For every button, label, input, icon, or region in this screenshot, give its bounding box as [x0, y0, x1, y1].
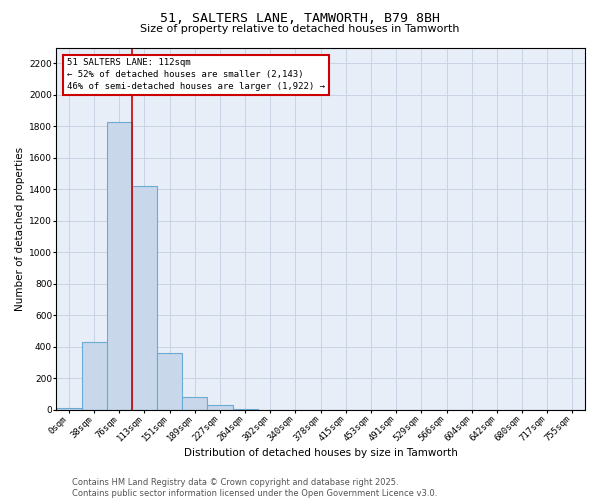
X-axis label: Distribution of detached houses by size in Tamworth: Distribution of detached houses by size …	[184, 448, 458, 458]
Text: 51 SALTERS LANE: 112sqm
← 52% of detached houses are smaller (2,143)
46% of semi: 51 SALTERS LANE: 112sqm ← 52% of detache…	[67, 58, 325, 91]
Bar	[157, 354, 182, 410]
Text: Size of property relative to detached houses in Tamworth: Size of property relative to detached ho…	[140, 24, 460, 34]
Bar	[82, 342, 107, 410]
Bar	[233, 409, 258, 410]
Bar	[107, 122, 132, 410]
Bar	[208, 406, 233, 410]
Text: 51, SALTERS LANE, TAMWORTH, B79 8BH: 51, SALTERS LANE, TAMWORTH, B79 8BH	[160, 12, 440, 26]
Text: Contains HM Land Registry data © Crown copyright and database right 2025.
Contai: Contains HM Land Registry data © Crown c…	[72, 478, 437, 498]
Bar	[132, 186, 157, 410]
Bar	[56, 408, 82, 410]
Bar	[182, 398, 208, 410]
Y-axis label: Number of detached properties: Number of detached properties	[15, 146, 25, 311]
